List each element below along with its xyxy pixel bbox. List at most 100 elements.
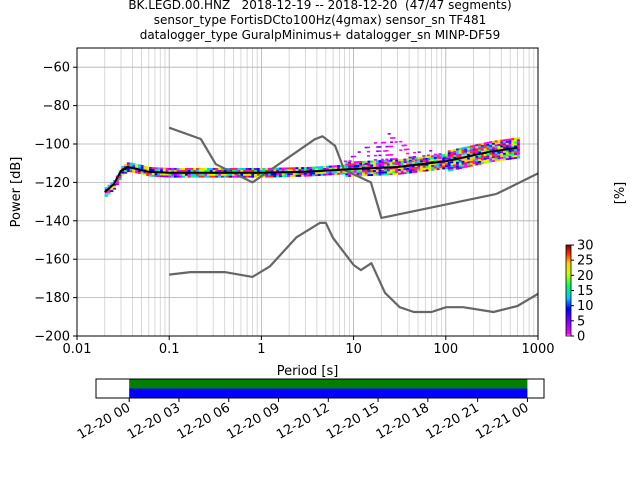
psd-cell [428,159,432,162]
psd-cell [394,141,398,143]
psd-cell [361,164,365,167]
psd-cell [287,169,291,172]
psd-cell [309,174,313,177]
psd-cell [267,167,271,170]
psd-cell [270,175,274,178]
psd-cell [256,175,260,178]
psd-cell [295,174,299,177]
psd-cell [350,170,354,173]
psd-cell [414,170,418,173]
psd-cell [400,168,404,171]
psd-cell [370,160,374,163]
psd-cell [443,156,447,159]
psd-cell [483,148,487,151]
psd-cell [420,160,424,163]
psd-cell [494,146,498,149]
psd-cell [331,167,335,170]
psd-cell [431,164,435,167]
psd-cell [317,173,321,176]
psd-cell [383,141,387,144]
psd-cell [444,163,448,166]
psd-cell [276,169,280,172]
psd-cell [475,148,479,151]
psd-cell [508,138,512,141]
psd-cell [516,154,520,157]
psd-cell [425,159,429,162]
psd-cell [458,161,462,164]
psd-cell [265,169,269,172]
psd-cell [420,156,424,159]
psd-cell [464,148,468,151]
psd-cell [276,173,280,176]
psd-cell [182,175,186,178]
psd-cell [475,157,479,160]
psd-cell [511,149,515,152]
psd-cell [110,182,114,185]
psd-cell [378,171,382,174]
psd-cell [409,165,413,168]
psd-cell [267,173,271,176]
psd-cell [400,160,404,163]
psd-cell [511,143,515,146]
psd-cell [456,161,460,164]
psd-cell [218,175,222,178]
psd-cell [184,173,188,176]
psd-cell [389,163,393,166]
psd-cell [215,169,219,172]
psd-cell [353,155,357,158]
psd-cell [343,160,347,163]
psd-cell [204,169,208,172]
psd-cell [373,164,377,167]
psd-cell [447,163,451,166]
x-tick-label: 100 [433,342,458,357]
psd-cell [375,164,379,167]
psd-cell [292,167,296,170]
psd-cell [386,161,390,164]
psd-cell [408,160,412,163]
psd-cell [273,169,277,172]
psd-cell [376,163,380,165]
psd-cell [381,171,385,174]
psd-cell [444,167,448,170]
psd-cell [508,146,512,149]
psd-cell [456,154,460,157]
psd-cell [483,150,487,153]
psd-cell [461,151,465,154]
psd-cell [389,159,393,162]
psd-cell [511,140,515,143]
psd-cell [240,167,244,170]
psd-cell [425,167,429,170]
coverage-tick-label: 12-20 18 [374,400,432,442]
psd-cell [331,165,335,168]
psd-cell [212,169,216,172]
psd-cell [129,170,133,173]
psd-cell [486,157,490,160]
psd-cell [505,144,509,147]
psd-cell [411,157,415,160]
coverage-tick-label: 12-20 03 [125,400,183,442]
psd-cell [486,141,490,144]
psd-cell [442,167,446,170]
psd-cell [184,169,188,172]
psd-cell [309,172,313,175]
psd-cell [475,163,479,166]
psd-cell [453,166,457,169]
psd-cell [422,163,426,166]
psd-cell [433,154,437,157]
psd-cell [439,165,443,168]
psd-cell [361,160,365,163]
psd-cell [190,175,194,178]
psd-cell [226,175,230,178]
psd-cell [270,169,274,172]
psd-cell [367,168,371,171]
psd-cell [350,165,354,168]
psd-cell [433,158,437,161]
psd-cell [375,171,379,174]
psd-cell [458,147,462,150]
psd-cell [165,173,169,176]
psd-cell [359,170,363,173]
psd-cell [387,154,391,156]
psd-cell [320,173,324,176]
